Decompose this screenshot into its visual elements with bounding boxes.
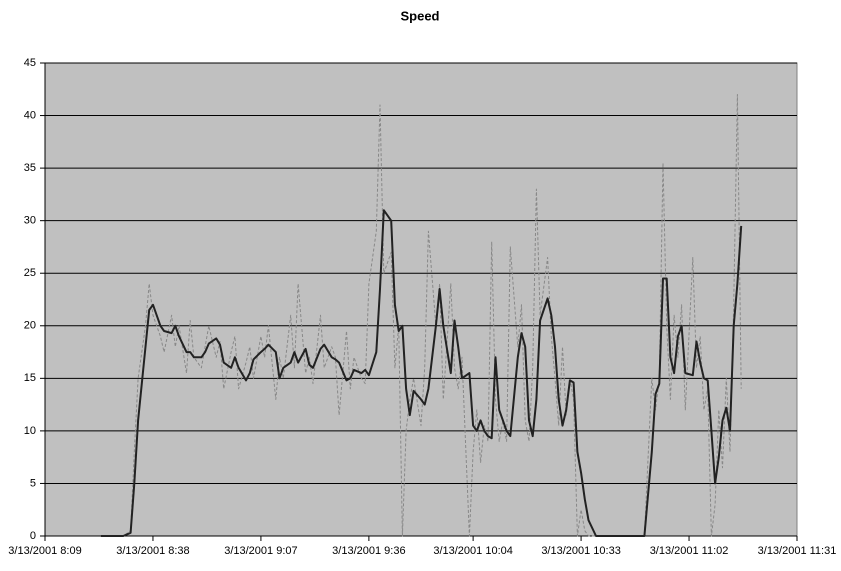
y-tick-label: 20 (24, 320, 36, 332)
x-tick-label: 3/13/2001 8:38 (116, 545, 189, 557)
chart-title: Speed (400, 8, 439, 23)
x-tick-label: 3/13/2001 11:31 (758, 545, 837, 557)
y-tick-label: 10 (24, 425, 36, 437)
series-line (100, 94, 742, 537)
y-tick-label: 45 (24, 57, 36, 69)
y-tick-label: 40 (24, 109, 36, 121)
x-tick-label: 3/13/2001 9:07 (224, 545, 297, 557)
y-tick-label: 5 (30, 477, 36, 489)
x-tick-label: 3/13/2001 11:02 (650, 545, 729, 557)
plot-area (44, 62, 798, 537)
y-tick-label: 30 (24, 215, 36, 227)
y-tick-label: 35 (24, 162, 36, 174)
y-tick-label: 15 (24, 372, 36, 384)
x-tick-label: 3/13/2001 8:09 (8, 545, 81, 557)
y-tick-label: 0 (30, 530, 36, 542)
series-line (100, 209, 743, 537)
y-tick-label: 25 (24, 267, 36, 279)
x-tick-label: 3/13/2001 10:04 (433, 545, 513, 557)
x-tick-label: 3/13/2001 10:33 (541, 545, 621, 557)
x-tick-label: 3/13/2001 9:36 (332, 545, 405, 557)
